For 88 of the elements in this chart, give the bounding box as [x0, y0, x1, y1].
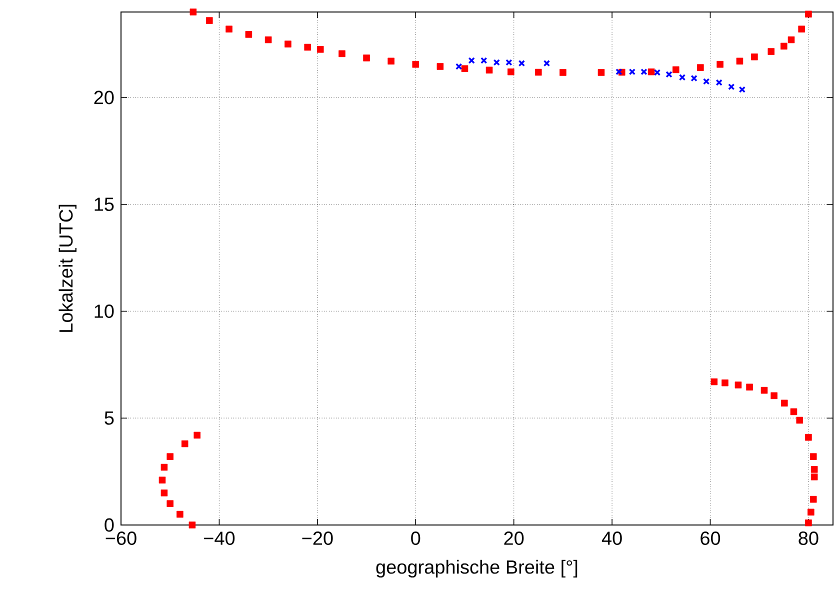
point [461, 65, 468, 72]
y-axis-title: Lokalzeit [UTC] [58, 204, 76, 332]
point [598, 69, 605, 76]
point [166, 453, 174, 460]
point [543, 60, 550, 67]
point [751, 53, 758, 60]
y-tick-label: 5 [104, 411, 114, 425]
point [654, 69, 661, 76]
y-tick-label: 20 [94, 90, 114, 104]
point [805, 434, 812, 441]
point [468, 57, 475, 64]
point [710, 378, 718, 386]
point [805, 10, 812, 18]
point [560, 69, 566, 76]
point [790, 408, 798, 416]
point [316, 46, 324, 53]
x-tick-label: −40 [204, 532, 235, 545]
point [160, 490, 168, 496]
point [455, 63, 462, 70]
x-tick-label: −60 [106, 532, 136, 545]
point [190, 8, 197, 16]
point [716, 79, 722, 86]
point [226, 26, 232, 32]
point [206, 17, 213, 24]
point [640, 68, 648, 76]
point [781, 400, 788, 407]
point [716, 60, 724, 68]
point [188, 522, 196, 528]
point [508, 68, 514, 76]
point [770, 392, 778, 400]
x-axis-title: geographische Breite [°] [376, 560, 578, 578]
x-tick-label: 60 [700, 532, 720, 545]
point [788, 36, 795, 44]
point [722, 379, 728, 386]
point [728, 83, 735, 90]
point [158, 476, 166, 484]
point [245, 31, 252, 38]
point [738, 86, 746, 93]
point [412, 60, 420, 68]
point [690, 74, 698, 82]
point [805, 519, 812, 526]
point [760, 386, 768, 394]
point [736, 58, 744, 65]
point [798, 26, 805, 32]
point [648, 68, 655, 76]
point [810, 466, 818, 473]
point [166, 500, 174, 507]
y-tick-label: 10 [94, 304, 114, 318]
point [486, 66, 493, 74]
point [284, 40, 292, 48]
x-tick-label: −20 [302, 532, 333, 545]
point [628, 68, 636, 76]
point [436, 63, 444, 70]
point [810, 496, 817, 503]
point [780, 42, 788, 50]
point [338, 50, 346, 58]
x-tick-label: 20 [504, 532, 524, 545]
point [808, 508, 814, 516]
point [768, 48, 775, 55]
point [702, 78, 710, 85]
point [678, 74, 686, 81]
point [176, 510, 184, 518]
point [746, 384, 753, 391]
y-tick-label: 0 [104, 518, 114, 532]
point [194, 432, 201, 439]
point [535, 68, 542, 76]
point [493, 59, 500, 66]
point [160, 464, 168, 471]
point [810, 474, 818, 480]
point [616, 68, 622, 76]
x-tick-label: 80 [798, 532, 818, 545]
point [363, 54, 370, 62]
point [697, 64, 704, 71]
point [518, 60, 526, 67]
point [304, 44, 311, 51]
point [666, 71, 672, 78]
point [810, 453, 817, 460]
point [480, 57, 488, 64]
y-tick-label: 15 [94, 198, 114, 211]
x-tick-label: 0 [411, 532, 420, 545]
point [264, 36, 272, 44]
x-tick-label: 40 [602, 532, 622, 545]
point [181, 440, 188, 448]
point [796, 416, 804, 424]
point [672, 66, 680, 74]
point [388, 58, 394, 65]
point [734, 382, 742, 388]
point [506, 59, 512, 66]
